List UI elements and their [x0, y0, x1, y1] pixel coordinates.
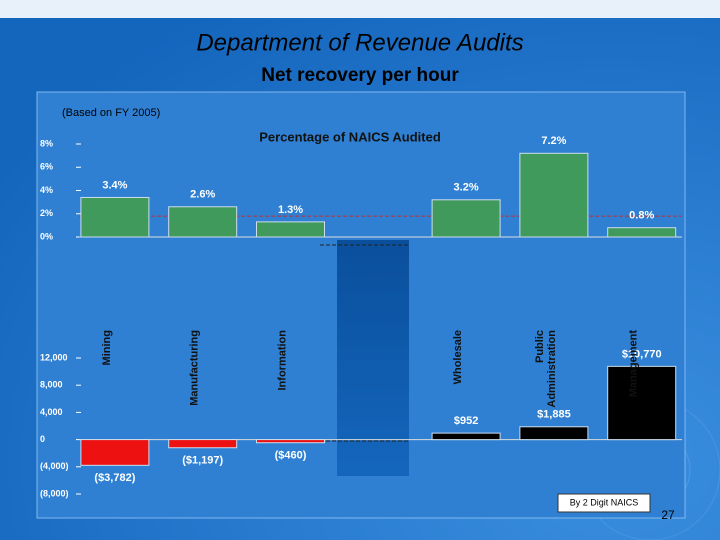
data-label: 7.2%	[541, 135, 566, 147]
y-tick-label: (4,000)	[40, 461, 69, 471]
data-label: 0.8%	[629, 210, 654, 222]
category-label: Information	[276, 330, 288, 391]
slide-title: Department of Revenue Audits	[196, 29, 523, 56]
slide-subtitle: Net recovery per hour	[261, 65, 459, 86]
bar	[80, 439, 150, 466]
gap-column	[337, 240, 409, 476]
category-label: Wholesale	[452, 330, 464, 384]
y-tick-label: 2%	[40, 208, 53, 218]
bar	[80, 196, 150, 238]
y-tick-label: 8,000	[40, 380, 63, 390]
y-tick-label: 0%	[40, 231, 53, 241]
data-label: ($1,197)	[182, 455, 223, 467]
chart-title: Percentage of NAICS Audited	[259, 129, 441, 144]
data-label: ($460)	[275, 450, 307, 462]
data-label: $952	[454, 415, 478, 427]
y-tick-label: 4%	[40, 185, 53, 195]
data-label: ($3,782)	[94, 472, 135, 484]
y-tick-label: 6%	[40, 162, 53, 172]
category-label: PublicAdministration	[534, 330, 558, 408]
top-band	[0, 0, 720, 18]
y-tick-label: (8,000)	[40, 488, 69, 498]
note: (Based on FY 2005)	[62, 107, 160, 119]
bar	[431, 432, 501, 441]
bar	[519, 426, 589, 441]
y-tick-label: 0	[40, 434, 45, 444]
category-label: Mining	[101, 330, 113, 365]
page-number: 27	[661, 508, 675, 522]
y-tick-label: 12,000	[40, 352, 68, 362]
data-label: $1,885	[537, 409, 571, 421]
data-label: 3.4%	[102, 179, 127, 191]
bar	[168, 439, 238, 449]
bar	[519, 152, 589, 238]
data-label: $10,770	[622, 348, 662, 360]
bar	[256, 221, 325, 238]
category-label-line: Administration	[546, 330, 558, 408]
footer-box-text: By 2 Digit NAICS	[570, 497, 639, 507]
bar	[607, 365, 677, 441]
bar	[431, 199, 501, 238]
category-label: Management	[628, 330, 640, 398]
y-tick-label: 8%	[40, 138, 53, 148]
data-label: 1.3%	[278, 204, 303, 216]
category-label: Manufacturing	[189, 330, 201, 406]
category-label-line: Public	[534, 330, 546, 363]
y-tick-label: 4,000	[40, 407, 63, 417]
bar	[168, 206, 238, 238]
data-label: 2.6%	[190, 189, 215, 201]
footer-box	[557, 493, 651, 513]
bar	[607, 227, 677, 238]
data-label: 3.2%	[454, 182, 479, 194]
bar	[256, 439, 325, 444]
